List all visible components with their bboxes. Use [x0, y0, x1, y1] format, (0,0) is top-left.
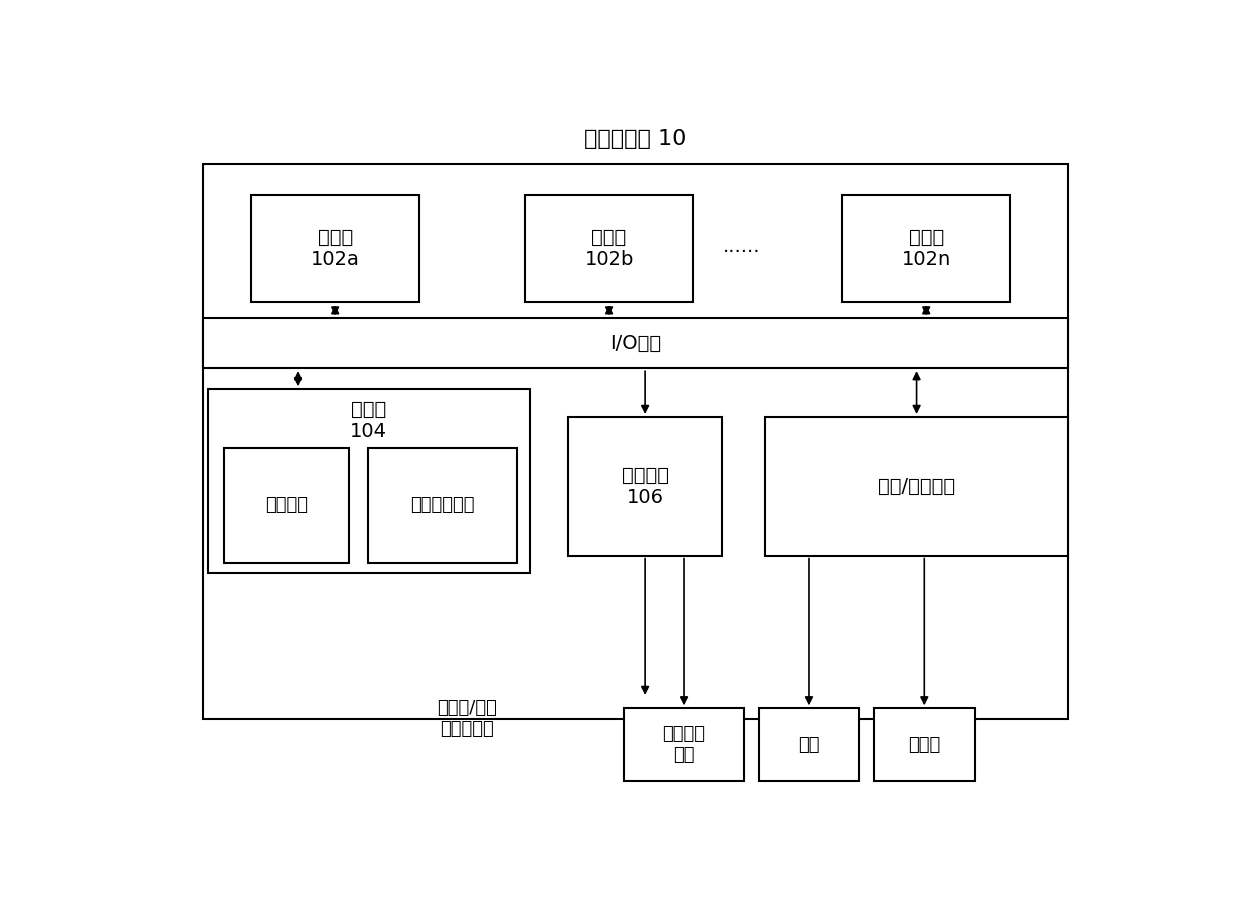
Bar	[203, 164, 1068, 719]
Bar	[224, 448, 350, 562]
Bar	[203, 318, 1068, 369]
Text: 程序指令: 程序指令	[265, 496, 309, 514]
Text: 处理器
102a: 处理器 102a	[311, 228, 360, 269]
Text: 显示器: 显示器	[908, 735, 940, 753]
Text: 有线和/或无
线网络连接: 有线和/或无 线网络连接	[438, 699, 497, 738]
Bar	[874, 708, 975, 781]
Bar	[624, 708, 744, 781]
Bar	[525, 195, 693, 303]
Text: 处理器
102b: 处理器 102b	[584, 228, 634, 269]
Text: 计算机终端 10: 计算机终端 10	[584, 130, 687, 150]
Text: 处理器
102n: 处理器 102n	[901, 228, 951, 269]
Bar	[568, 417, 722, 556]
Bar	[208, 389, 529, 573]
Bar	[250, 195, 419, 303]
Bar	[368, 448, 517, 562]
Text: ......: ......	[723, 237, 760, 257]
Text: 输入/输出接口: 输入/输出接口	[878, 477, 955, 496]
Bar	[765, 417, 1068, 556]
Text: 数据存储装置: 数据存储装置	[410, 496, 475, 514]
Bar	[759, 708, 859, 781]
Text: 传输装置
106: 传输装置 106	[621, 466, 668, 506]
Bar	[842, 195, 1011, 303]
Text: 光标控制
设备: 光标控制 设备	[662, 725, 706, 764]
Text: 存储器
104: 存储器 104	[351, 400, 387, 441]
Text: I/O接口: I/O接口	[610, 333, 661, 353]
Text: 键盘: 键盘	[799, 735, 820, 753]
